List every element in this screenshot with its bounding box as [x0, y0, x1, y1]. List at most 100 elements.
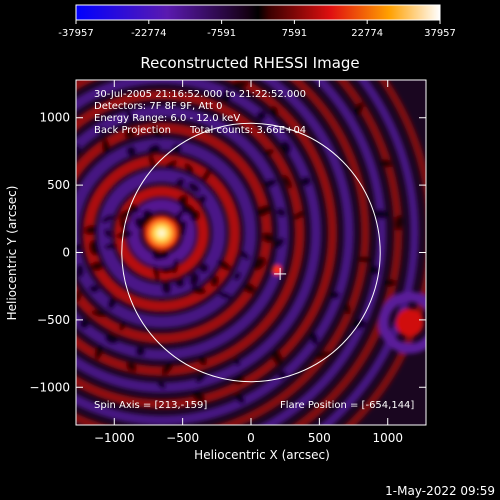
heatmap-node — [189, 272, 200, 287]
heatmap-node — [383, 278, 396, 287]
x-tick-label: 0 — [247, 431, 255, 445]
heatmap-node — [161, 361, 174, 375]
heatmap-node — [104, 243, 119, 250]
heatmap-node — [15, 62, 28, 75]
footer-timestamp: 1-May-2022 09:59 — [385, 484, 495, 498]
heatmap-node — [76, 290, 82, 303]
heatmap-node — [180, 203, 196, 216]
colorbar-ticks: -37957 -22774 -7591 7591 22774 37957 — [58, 20, 456, 39]
heatmap-node — [31, 143, 45, 151]
heatmap-node — [13, 43, 25, 56]
heatmap-node — [0, 164, 9, 172]
heatmap-node — [262, 232, 274, 244]
heatmap-node — [198, 263, 209, 274]
heatmap-ring — [97, 169, 226, 298]
x-tick-label: 1000 — [372, 431, 403, 445]
heatmap-node — [104, 228, 111, 238]
heatmap-node — [60, 48, 76, 63]
colorbar-frame — [75, 4, 441, 21]
heatmap-node — [184, 162, 194, 173]
heatmap-node — [232, 80, 249, 89]
colorbar-tick-label: 22774 — [351, 28, 383, 39]
heatmap-node — [191, 389, 206, 403]
x-axis: −1000 −500 0 500 1000 — [94, 80, 403, 445]
heatmap-node — [198, 194, 207, 205]
heatmap-node — [253, 256, 266, 271]
heatmap-node — [221, 89, 232, 104]
heatmap-node — [81, 449, 99, 463]
heatmap-node — [329, 291, 340, 300]
colorbar-tick-label: -7591 — [207, 28, 236, 39]
heatmap-node — [90, 261, 103, 272]
heatmap-node — [270, 105, 279, 118]
heatmap-node — [76, 263, 85, 278]
heatmap-node — [283, 174, 293, 189]
x-tick-label: 500 — [308, 431, 331, 445]
heatmap-node — [0, 378, 13, 393]
heatmap-node — [47, 414, 59, 424]
heatmap-node — [90, 310, 107, 318]
heatmap-node — [11, 175, 21, 187]
heatmap-node — [96, 126, 107, 134]
heatmap-node — [273, 237, 285, 249]
heatmap-node — [233, 356, 241, 367]
heatmap-node — [380, 159, 392, 168]
colorbar-tick-label: -22774 — [131, 28, 166, 39]
heatmap-node — [101, 214, 114, 224]
flare-core — [141, 213, 182, 254]
info-block: 30-Jul-2005 21:16:52.000 to 21:22:52.000… — [94, 89, 414, 411]
heatmap-node — [171, 143, 182, 154]
info-line-detectors: Detectors: 7F 8F 9F, Att 0 — [94, 101, 222, 112]
heatmap-node — [125, 109, 134, 123]
heatmap-ring — [76, 90, 305, 376]
heatmap-node — [123, 129, 136, 138]
colorbar-gradient — [76, 5, 440, 20]
heatmap-node — [116, 230, 133, 239]
spin-axis-marker — [274, 267, 287, 280]
heatmap-node — [119, 319, 127, 331]
heatmap-node — [369, 265, 380, 276]
heatmap-node — [262, 148, 275, 156]
heatmap-node — [0, 249, 2, 261]
heatmap-node — [234, 392, 246, 404]
x-tick-label: −500 — [166, 431, 199, 445]
heatmap-ring — [259, 80, 387, 425]
heatmap-node — [135, 346, 146, 357]
info-line-method: Back Projection Total counts: 3.66E+04 — [94, 125, 306, 136]
heatmap-node — [0, 330, 17, 346]
info-line-energy: Energy Range: 6.0 - 12.0 keV — [94, 113, 240, 124]
heatmap-node — [309, 331, 319, 346]
heatmap-node — [195, 372, 207, 384]
heatmap-node — [174, 210, 184, 223]
info-line-time: 30-Jul-2005 21:16:52.000 to 21:22:52.000 — [94, 89, 306, 100]
heatmap-node — [263, 178, 277, 188]
solar-limb-circle — [121, 122, 381, 383]
chart-title: Reconstructed RHESSI Image — [140, 54, 359, 72]
heatmap-node — [352, 318, 367, 330]
heatmap-node — [28, 420, 43, 435]
heatmap-node — [147, 144, 161, 156]
heatmap-node — [175, 177, 185, 187]
heatmap-node — [293, 210, 304, 220]
heatmap-node — [344, 303, 351, 316]
heatmap-node — [197, 354, 208, 366]
heatmap-node — [177, 194, 189, 206]
heatmap-node — [125, 362, 138, 372]
heatmap-node — [172, 258, 179, 275]
heatmap-node — [190, 286, 207, 295]
heatmap-node — [160, 267, 173, 274]
heatmap-node — [101, 138, 110, 155]
heatmap-node — [218, 291, 232, 299]
heatmap-node — [256, 110, 267, 121]
heatmap-node — [394, 214, 403, 231]
x-axis-label: Heliocentric X (arcsec) — [194, 448, 330, 462]
heatmap-ring — [76, 80, 354, 425]
y-axis-label: Heliocentric Y (arcsec) — [5, 186, 19, 321]
colorbar-tick-label: 7591 — [282, 28, 307, 39]
colorbar: -37957 -22774 -7591 7591 22774 37957 — [58, 4, 456, 39]
flare-position-label: Flare Position = [-654,144] — [280, 400, 414, 411]
heatmap-node — [233, 374, 245, 385]
heatmap-node — [315, 351, 331, 360]
y-tick-label: 1000 — [39, 111, 70, 125]
